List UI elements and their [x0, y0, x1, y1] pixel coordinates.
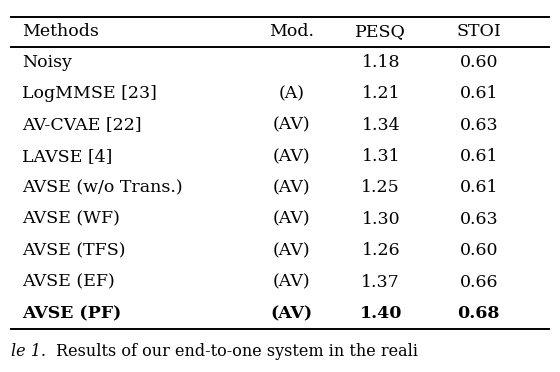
Text: 1.21: 1.21 — [362, 85, 400, 102]
Text: 0.61: 0.61 — [460, 85, 498, 102]
Text: (AV): (AV) — [272, 211, 310, 228]
Text: 1.18: 1.18 — [362, 54, 400, 71]
Text: LAVSE [4]: LAVSE [4] — [22, 148, 113, 165]
Text: AVSE (WF): AVSE (WF) — [22, 211, 120, 228]
Text: (AV): (AV) — [272, 242, 310, 259]
Text: Results of our end-to-one system in the reali: Results of our end-to-one system in the … — [56, 343, 418, 360]
Text: 0.60: 0.60 — [460, 54, 498, 71]
Text: le 1.: le 1. — [11, 343, 46, 360]
Text: 1.30: 1.30 — [362, 211, 400, 228]
Text: (AV): (AV) — [270, 305, 312, 322]
Text: AVSE (PF): AVSE (PF) — [22, 305, 122, 322]
Text: Mod.: Mod. — [269, 23, 314, 40]
Text: 0.60: 0.60 — [460, 242, 498, 259]
Text: Noisy: Noisy — [22, 54, 72, 71]
Text: Methods: Methods — [22, 23, 99, 40]
Text: PESQ: PESQ — [356, 23, 406, 40]
Text: 0.66: 0.66 — [460, 273, 498, 291]
Text: (AV): (AV) — [272, 116, 310, 134]
Text: LogMMSE [23]: LogMMSE [23] — [22, 85, 157, 102]
Text: 0.63: 0.63 — [460, 116, 498, 134]
Text: AV-CVAE [22]: AV-CVAE [22] — [22, 116, 142, 134]
Text: 1.25: 1.25 — [361, 179, 400, 196]
Text: AVSE (TFS): AVSE (TFS) — [22, 242, 126, 259]
Text: (AV): (AV) — [272, 273, 310, 291]
Text: 0.61: 0.61 — [460, 179, 498, 196]
Text: AVSE (w/o Trans.): AVSE (w/o Trans.) — [22, 179, 183, 196]
Text: (AV): (AV) — [272, 148, 310, 165]
Text: 1.26: 1.26 — [362, 242, 400, 259]
Text: 1.34: 1.34 — [362, 116, 400, 134]
Text: 0.68: 0.68 — [458, 305, 500, 322]
Text: AVSE (EF): AVSE (EF) — [22, 273, 115, 291]
Text: 0.61: 0.61 — [460, 148, 498, 165]
Text: STOI: STOI — [456, 23, 501, 40]
Text: (A): (A) — [278, 85, 304, 102]
Text: 1.31: 1.31 — [362, 148, 400, 165]
Text: 1.37: 1.37 — [361, 273, 400, 291]
Text: 1.40: 1.40 — [360, 305, 402, 322]
Text: 0.63: 0.63 — [460, 211, 498, 228]
Text: (AV): (AV) — [272, 179, 310, 196]
